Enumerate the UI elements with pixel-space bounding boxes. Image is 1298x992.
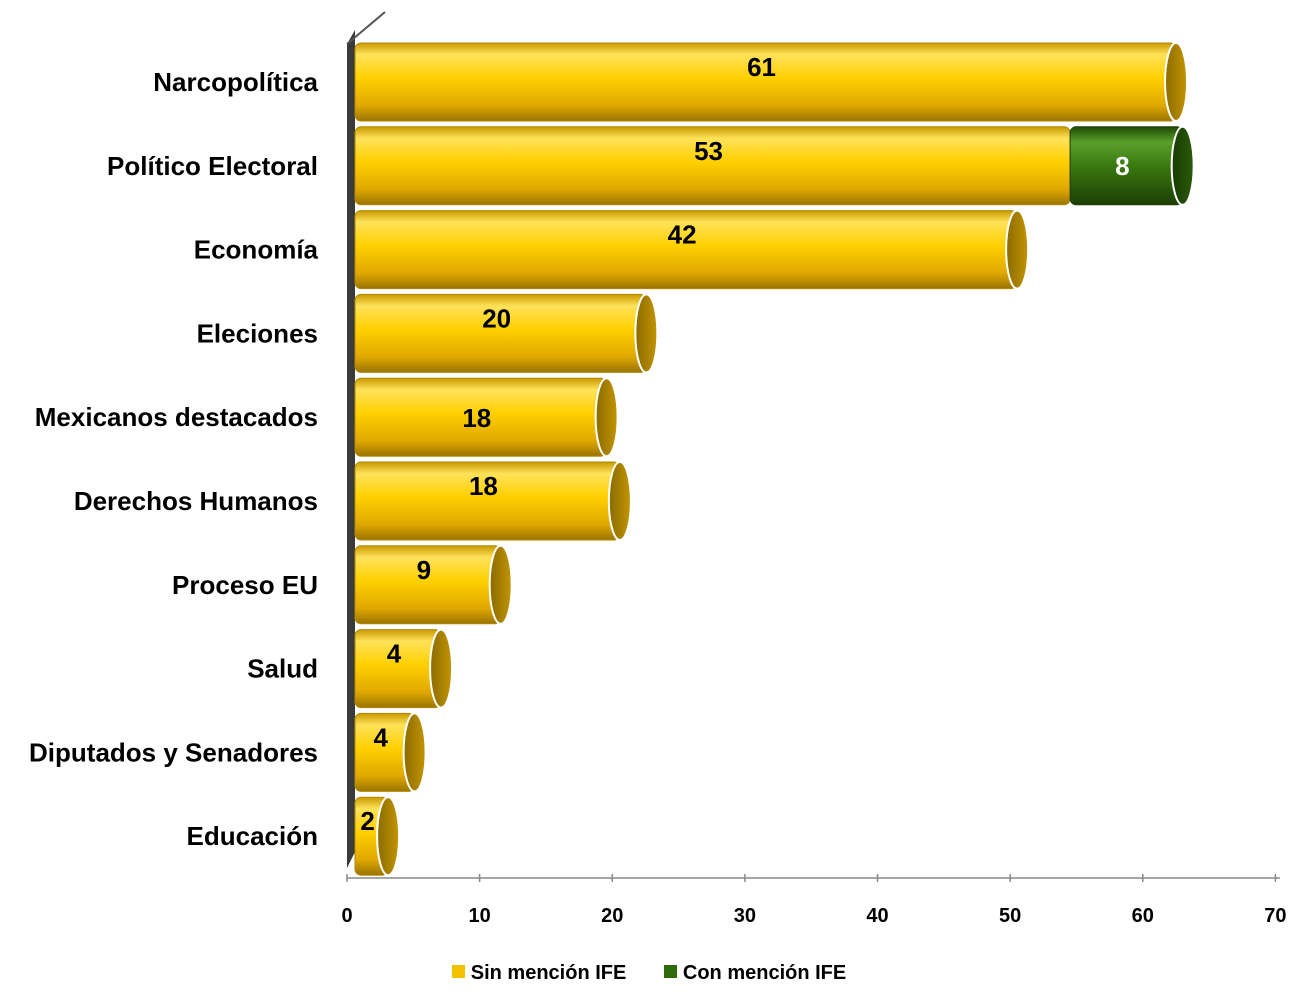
bar-end-cap (634, 293, 659, 374)
legend-item-sin-mencion: Sin mención IFE (451, 962, 627, 985)
data-label-sin-mencion: 42 (668, 220, 697, 250)
data-label-sin-mencion: 20 (482, 303, 511, 333)
legend-item-con-mencion: Con mención IFE (663, 962, 847, 985)
category-label: Mexicanos destacados (35, 402, 318, 432)
data-label-sin-mencion: 4 (374, 722, 389, 752)
legend-label-con-mencion: Con mención IFE (682, 962, 847, 984)
legend-label-sin-mencion: Sin mención IFE (470, 962, 627, 984)
bar-end-cap (1005, 209, 1030, 290)
bar-end-cap (594, 377, 619, 458)
bar-end-cap (429, 628, 454, 709)
bar-end-cap (1164, 42, 1189, 122)
category-label: Salud (247, 654, 318, 684)
data-label-sin-mencion: 53 (694, 136, 723, 166)
x-tick-label: 40 (866, 905, 888, 927)
chart-legend: Sin mención IFE Con mención IFE (0, 962, 1298, 985)
bar-end-cap (488, 544, 513, 625)
data-label-sin-mencion: 18 (469, 471, 498, 501)
data-label-sin-mencion: 2 (360, 806, 374, 836)
data-label-sin-mencion: 61 (747, 52, 776, 82)
data-label-sin-mencion: 9 (417, 555, 431, 585)
category-label: Derechos Humanos (74, 486, 318, 516)
category-label: Proceso EU (172, 570, 318, 600)
axis-wall-top (346, 11, 386, 45)
x-tick-label: 60 (1132, 905, 1154, 927)
bar-chart: 0 10 20 30 40 50 60 70 Narcopolítica 61 Político … (29, 11, 1287, 927)
category-label: Educación (187, 821, 318, 851)
category-label: Narcopolítica (153, 67, 318, 97)
x-tick-label: 0 (341, 905, 352, 927)
bar-end-cap (1170, 125, 1195, 206)
bar-end-cap (402, 712, 427, 793)
category-label: Economía (194, 235, 319, 265)
x-tick-label: 20 (601, 905, 623, 927)
data-label-con-mencion: 8 (1115, 151, 1129, 181)
axis-wall (347, 30, 355, 868)
category-label: Diputados y Senadores (29, 737, 318, 767)
bar-end-cap (376, 796, 401, 877)
x-tick-label: 70 (1264, 905, 1286, 927)
data-label-sin-mencion: 18 (462, 403, 491, 433)
legend-swatch-con-mencion (663, 965, 677, 978)
x-tick-label: 50 (999, 905, 1021, 927)
bar-end-cap (607, 461, 632, 541)
category-label: Político Electoral (107, 151, 318, 181)
x-tick-label: 10 (469, 905, 491, 927)
legend-swatch-sin-mencion (451, 965, 465, 978)
x-tick-label: 30 (734, 905, 756, 927)
category-label: Eleciones (197, 318, 318, 348)
data-label-sin-mencion: 4 (387, 639, 402, 669)
